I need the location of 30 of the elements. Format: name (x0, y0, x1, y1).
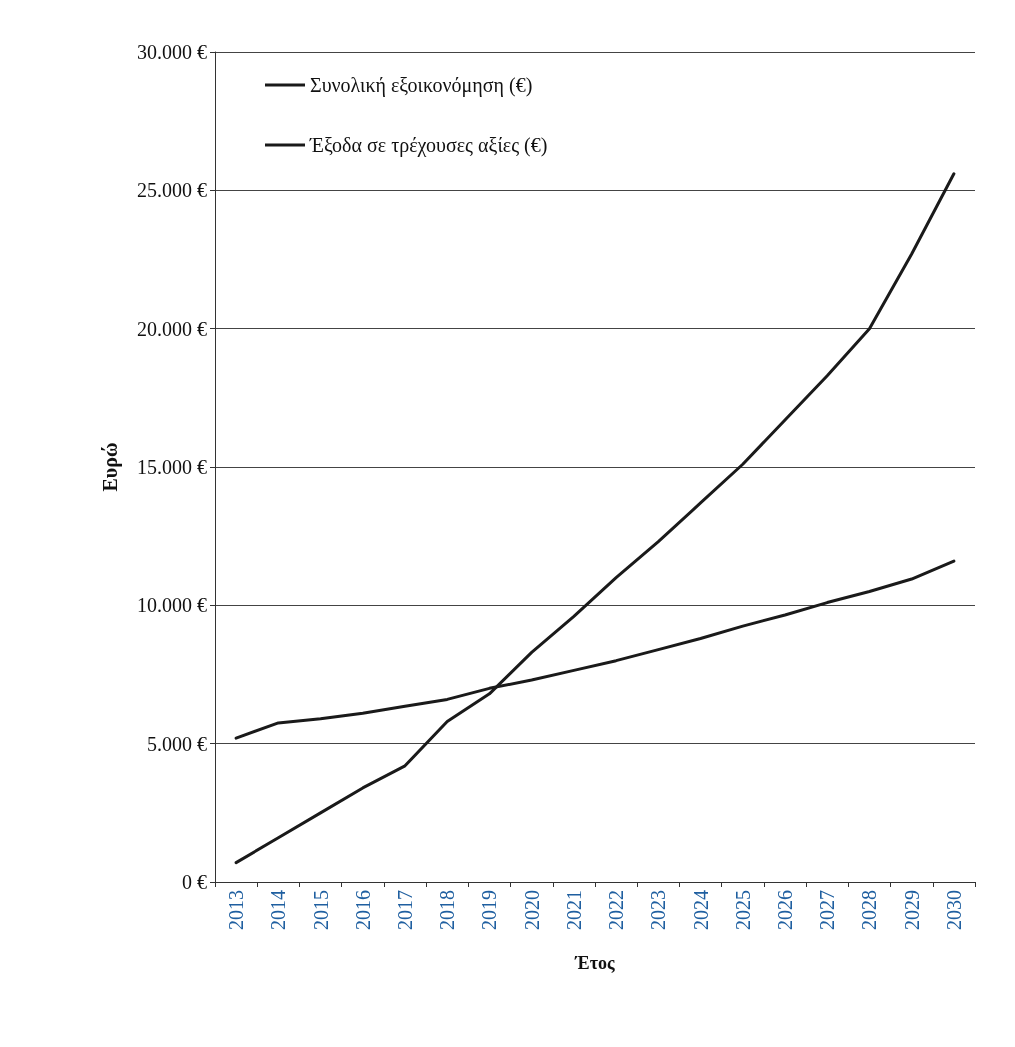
y-tick-label: 30.000 € (137, 41, 207, 63)
x-tick-label: 2027 (816, 890, 839, 930)
y-tick-label: 20.000 € (137, 317, 207, 340)
y-tick-label: 5.000 € (147, 732, 207, 755)
x-tick-label: 2021 (562, 890, 585, 930)
x-axis-title: Έτος (574, 953, 616, 973)
y-tick-label: 15.000 € (137, 456, 207, 478)
x-tick-label: 2020 (520, 890, 543, 930)
x-tick-label: 2024 (689, 890, 712, 930)
x-tick-label: 2025 (731, 890, 754, 930)
x-tick-label: 2018 (436, 890, 459, 930)
x-tick-label: 2016 (351, 890, 374, 930)
y-tick-label: 25.000 € (137, 179, 207, 202)
y-axis-title: Ευρώ (99, 442, 122, 492)
x-tick-label: 2013 (225, 890, 248, 930)
legend-label: Συνολική εξοικονόμηση (€) (310, 74, 533, 97)
y-tick-label: 10.000 € (137, 594, 207, 617)
x-tick-label: 2022 (605, 890, 628, 930)
x-tick-label: 2019 (478, 890, 501, 930)
x-tick-label: 2014 (267, 890, 290, 930)
x-tick-label: 2026 (774, 890, 796, 930)
x-tick-label: 2023 (647, 890, 670, 930)
legend-label: Έξοδα σε τρέχουσες αξίες (€) (309, 134, 548, 157)
x-tick-label: 2029 (900, 890, 923, 930)
x-tick-label: 2017 (394, 890, 416, 930)
x-tick-label: 2028 (858, 890, 881, 930)
x-tick-label: 2015 (309, 890, 332, 930)
line-series (234, 172, 956, 865)
y-tick-label: 0 € (182, 871, 207, 893)
x-tick-label: 2030 (942, 890, 965, 930)
